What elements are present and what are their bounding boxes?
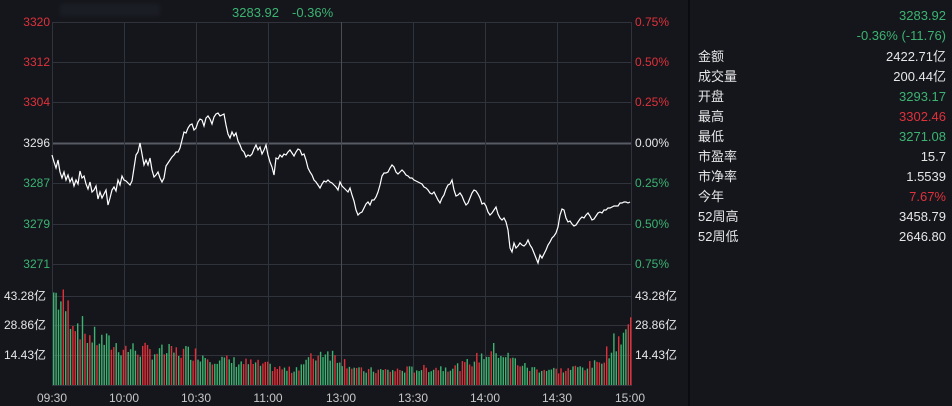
intraday-chart[interactable]: 3283.92 -0.36% 3320 3312 3304 3296 3287 … xyxy=(0,0,688,406)
price-tick: 3312 xyxy=(23,55,50,69)
volume-bars xyxy=(53,289,632,385)
time-tick: 09:30 xyxy=(36,391,68,405)
pct-tick: 0.50% xyxy=(635,55,670,69)
time-tick: 14:00 xyxy=(469,391,501,405)
pct-tick: 0.25% xyxy=(635,176,670,190)
price-tick: 3287 xyxy=(23,176,50,190)
stat-row-volume: 成交量 200.44亿 xyxy=(698,69,946,84)
volume-tick-left: 43.28亿 xyxy=(4,289,47,303)
stat-row-ytd: 今年 7.67% xyxy=(698,189,946,204)
pct-tick: 0.00% xyxy=(635,136,670,150)
stat-row-52w-low: 52周低 2646.80 xyxy=(698,229,946,244)
quote-change: -0.36% (-11.76) xyxy=(856,28,946,43)
quote-price-row: 3283.92 xyxy=(698,6,946,26)
volume-tick-left: 28.86亿 xyxy=(4,318,47,332)
price-tick: 3296 xyxy=(23,136,50,150)
stat-row-amount: 金额 2422.71亿 xyxy=(698,49,946,64)
quote-change-row: -0.36% (-11.76) xyxy=(698,26,946,46)
volume-tick-right: 14.43亿 xyxy=(635,348,678,362)
chart-canvas xyxy=(51,22,632,386)
stat-row-low: 最低 3271.08 xyxy=(698,129,946,144)
price-tick: 3304 xyxy=(23,95,50,109)
chart-title-blurred xyxy=(60,4,160,16)
price-tick: 3279 xyxy=(23,217,50,231)
time-tick: 10:00 xyxy=(108,391,140,405)
volume-tick-left: 14.43亿 xyxy=(4,348,47,362)
header-change-pct: -0.36% xyxy=(292,5,334,20)
price-tick: 3320 xyxy=(23,15,50,29)
time-tick: 11:00 xyxy=(253,391,283,405)
time-tick: 15:00 xyxy=(614,391,646,405)
time-tick: 14:30 xyxy=(541,391,573,405)
time-tick: 10:30 xyxy=(180,391,212,405)
header-last-price: 3283.92 xyxy=(232,5,279,20)
time-tick: 13:30 xyxy=(397,391,429,405)
pct-tick: 0.75% xyxy=(635,15,670,29)
stat-row-52w-high: 52周高 3458.79 xyxy=(698,209,946,224)
time-tick: 13:00 xyxy=(325,391,357,405)
pct-tick: 0.75% xyxy=(635,257,670,271)
pct-tick: 0.50% xyxy=(635,217,670,231)
pct-tick: 0.25% xyxy=(635,95,670,109)
stat-row-pe: 市盈率 15.7 xyxy=(698,149,946,164)
quote-side-panel: 3283.92 -0.36% (-11.76) 金额 2422.71亿 成交量 … xyxy=(688,0,952,406)
stat-row-high: 最高 3302.46 xyxy=(698,109,946,124)
price-line xyxy=(51,112,631,265)
price-tick: 3271 xyxy=(23,257,50,271)
stat-row-open: 开盘 3293.17 xyxy=(698,89,946,104)
volume-tick-right: 28.86亿 xyxy=(635,318,678,332)
quote-price: 3283.92 xyxy=(899,8,946,23)
volume-tick-right: 43.28亿 xyxy=(635,289,678,303)
stat-row-pb: 市净率 1.5539 xyxy=(698,169,946,184)
